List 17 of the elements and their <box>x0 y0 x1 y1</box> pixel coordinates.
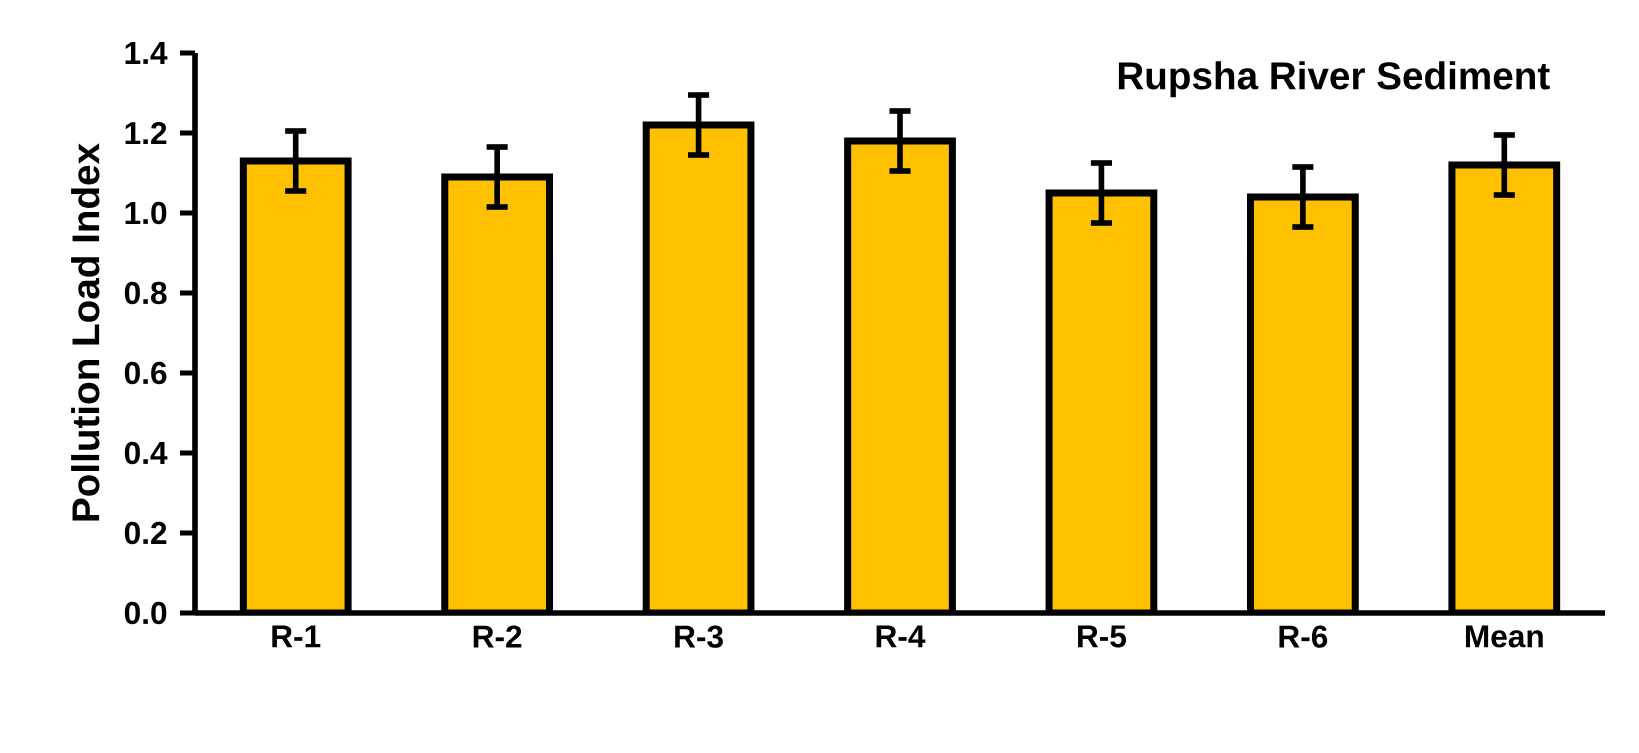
y-tick-label: 0.6 <box>124 361 167 385</box>
y-tick-label: 1.0 <box>125 201 167 225</box>
x-tick-label: Mean <box>1465 625 1543 648</box>
chart-title: Rupsha River Sediment <box>1118 61 1550 98</box>
x-tick-label: R-3 <box>675 625 723 648</box>
x-tick-label: R-2 <box>473 625 522 648</box>
y-axis-title: Pollution Load Index <box>71 143 100 521</box>
y-tick-label: 0.4 <box>124 441 168 465</box>
x-tick-label: R-1 <box>272 625 321 648</box>
y-tick-label: 0.2 <box>124 521 167 545</box>
y-tick-label: 1.2 <box>125 121 167 145</box>
x-tick-label: R-4 <box>876 625 926 648</box>
x-tick-label: R-6 <box>1279 625 1328 648</box>
y-tick-label: 0.8 <box>124 281 167 305</box>
y-tick-label: 0.0 <box>124 601 167 625</box>
y-tick-label: 1.4 <box>125 42 168 64</box>
x-tick-label: R-5 <box>1078 625 1127 648</box>
